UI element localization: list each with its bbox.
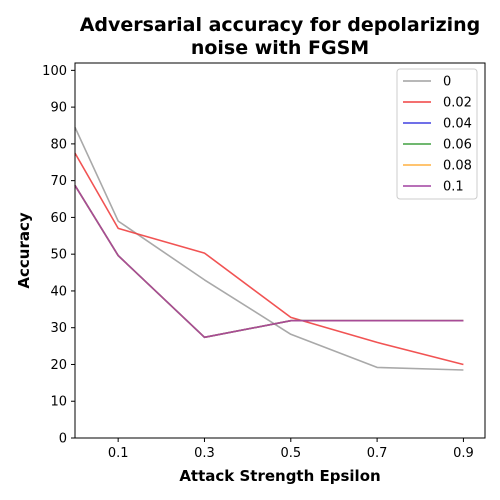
x-tick-label: 0.1 <box>108 446 129 461</box>
y-tick-label: 0 <box>59 432 67 447</box>
series-line-2 <box>74 184 464 339</box>
legend: 0 0.02 0.04 0.06 0.08 0.1 <box>396 68 478 200</box>
series-line-3 <box>74 184 464 339</box>
legend-label-2: 0.04 <box>443 117 472 132</box>
legend-label-3: 0.06 <box>443 138 472 153</box>
x-tick-label: 0.7 <box>367 446 388 461</box>
legend-label-4: 0.08 <box>443 159 472 174</box>
legend-frame <box>396 68 478 200</box>
x-axis-label: Attack Strength Epsilon <box>179 467 380 485</box>
plot-area-frame <box>74 62 486 439</box>
y-tick-label: 20 <box>50 358 67 373</box>
legend-label-0: 0 <box>443 75 451 90</box>
y-tick-label: 10 <box>50 395 67 410</box>
x-tick-label: 0.3 <box>194 446 215 461</box>
chart-title-line-2: noise with FGSM <box>191 37 369 59</box>
series-layer <box>74 126 464 371</box>
y-tick-label: 100 <box>42 64 67 79</box>
y-tick-label: 80 <box>50 137 67 152</box>
x-tick-label: 0.9 <box>453 446 474 461</box>
y-tick-label: 30 <box>50 321 67 336</box>
chart-title-line-1: Adversarial accuracy for depolarizing <box>80 14 481 36</box>
ticks-layer: 0.1 0.3 0.5 0.7 0.9 0 10 20 30 40 50 60 70 80 90 100 <box>42 64 474 461</box>
x-tick-label: 0.5 <box>280 446 301 461</box>
series-line-4 <box>74 184 464 339</box>
legend-label-5: 0.1 <box>443 180 464 195</box>
legend-items: 0 0.02 0.04 0.06 0.08 0.1 <box>403 75 472 195</box>
series-line-5 <box>74 184 464 339</box>
y-tick-label: 40 <box>50 284 67 299</box>
series-line-1 <box>74 152 464 366</box>
legend-label-1: 0.02 <box>443 96 472 111</box>
y-axis-label: Accuracy <box>15 212 33 288</box>
y-tick-label: 60 <box>50 211 67 226</box>
series-line-0 <box>74 126 464 371</box>
y-tick-label: 90 <box>50 101 67 116</box>
y-tick-label: 50 <box>50 248 67 263</box>
y-tick-label: 70 <box>50 174 67 189</box>
